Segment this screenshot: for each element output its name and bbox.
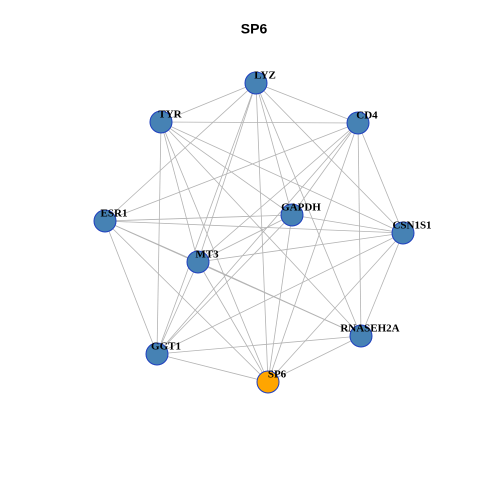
edge <box>255 82 404 234</box>
edge <box>197 261 362 337</box>
edge <box>160 121 404 234</box>
edge <box>160 121 362 337</box>
node <box>244 71 268 95</box>
edge <box>160 82 257 123</box>
edge <box>104 122 359 222</box>
edge <box>156 335 362 355</box>
node <box>149 110 173 134</box>
node <box>93 209 117 233</box>
node-label: TYR <box>158 109 182 121</box>
node-label: CSN1S1 <box>392 220 431 232</box>
edge <box>156 353 269 383</box>
edge <box>197 261 269 383</box>
edge <box>156 82 257 355</box>
node-label: RNASEH2A <box>340 323 399 335</box>
node <box>256 370 280 394</box>
node-label: SP6 <box>268 369 287 381</box>
edges <box>104 82 404 383</box>
node-label: GGT1 <box>151 341 181 353</box>
edge <box>160 121 359 124</box>
edge <box>104 214 293 222</box>
edge <box>160 121 269 383</box>
node <box>346 111 370 135</box>
node-label: MT3 <box>195 249 219 261</box>
edge <box>197 232 404 263</box>
edge <box>267 122 359 383</box>
edge <box>197 214 293 263</box>
edge <box>104 220 269 383</box>
title: SP6 <box>241 21 268 37</box>
node-label: LYZ <box>254 70 276 82</box>
edge <box>104 220 404 234</box>
edge <box>267 335 362 383</box>
node <box>349 324 373 348</box>
edge <box>156 121 162 355</box>
edge <box>156 122 359 355</box>
edge <box>255 82 359 124</box>
nodes: LYZ TYR CD4 ESR1 GAPDH CSN1S1 MT3 RNASEH2A GGT1 S… <box>93 70 432 394</box>
edge <box>197 122 359 263</box>
node <box>391 221 415 245</box>
edge <box>291 214 404 234</box>
edge <box>156 214 293 355</box>
node <box>145 342 169 366</box>
edge <box>104 82 257 222</box>
node <box>186 250 210 274</box>
edge <box>360 232 404 337</box>
edge <box>156 261 199 355</box>
node <box>280 203 304 227</box>
edge <box>357 122 362 337</box>
edge <box>104 220 158 355</box>
edge <box>267 214 293 383</box>
edge <box>255 82 269 383</box>
node-label: CD4 <box>356 110 378 122</box>
edge <box>267 232 404 383</box>
edge <box>255 82 293 216</box>
node-label: ESR1 <box>101 208 128 220</box>
edge <box>357 122 404 234</box>
edge <box>291 122 359 216</box>
edge <box>197 82 257 263</box>
edge <box>156 232 404 355</box>
edge <box>255 82 362 337</box>
node-label: GAPDH <box>281 202 321 214</box>
